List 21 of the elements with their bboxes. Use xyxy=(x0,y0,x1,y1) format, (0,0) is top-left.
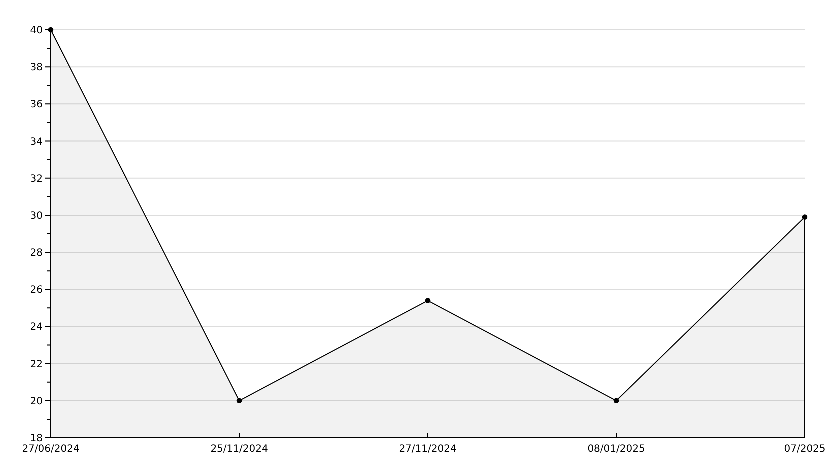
point xyxy=(236,398,242,404)
x-tick-label: 25/11/2024 xyxy=(210,444,268,455)
point xyxy=(614,398,620,404)
y-tick-label: 38 xyxy=(30,62,43,74)
y-tick-label: 34 xyxy=(30,136,43,148)
y-tick-label: 26 xyxy=(30,285,43,296)
point xyxy=(802,214,808,220)
y-tick-label: 36 xyxy=(30,100,43,111)
y-tick-label: 24 xyxy=(30,322,43,334)
y-tick-label: 30 xyxy=(30,210,43,222)
y-tick-label: 40 xyxy=(30,26,43,36)
x-tick-label: 08/01/2025 xyxy=(588,444,646,455)
y-tick-label: 32 xyxy=(30,174,43,185)
point xyxy=(425,298,431,304)
y-tick-label: 28 xyxy=(30,248,43,260)
x-tick-label: 27/11/2024 xyxy=(399,444,457,455)
y-tick-label: 22 xyxy=(30,359,43,370)
y-tick-label: 18 xyxy=(30,434,43,444)
x-tick-label: 07/2025 xyxy=(784,444,826,455)
x-tick-label: 27/06/2024 xyxy=(22,444,80,455)
y-tick-label: 20 xyxy=(30,396,43,408)
